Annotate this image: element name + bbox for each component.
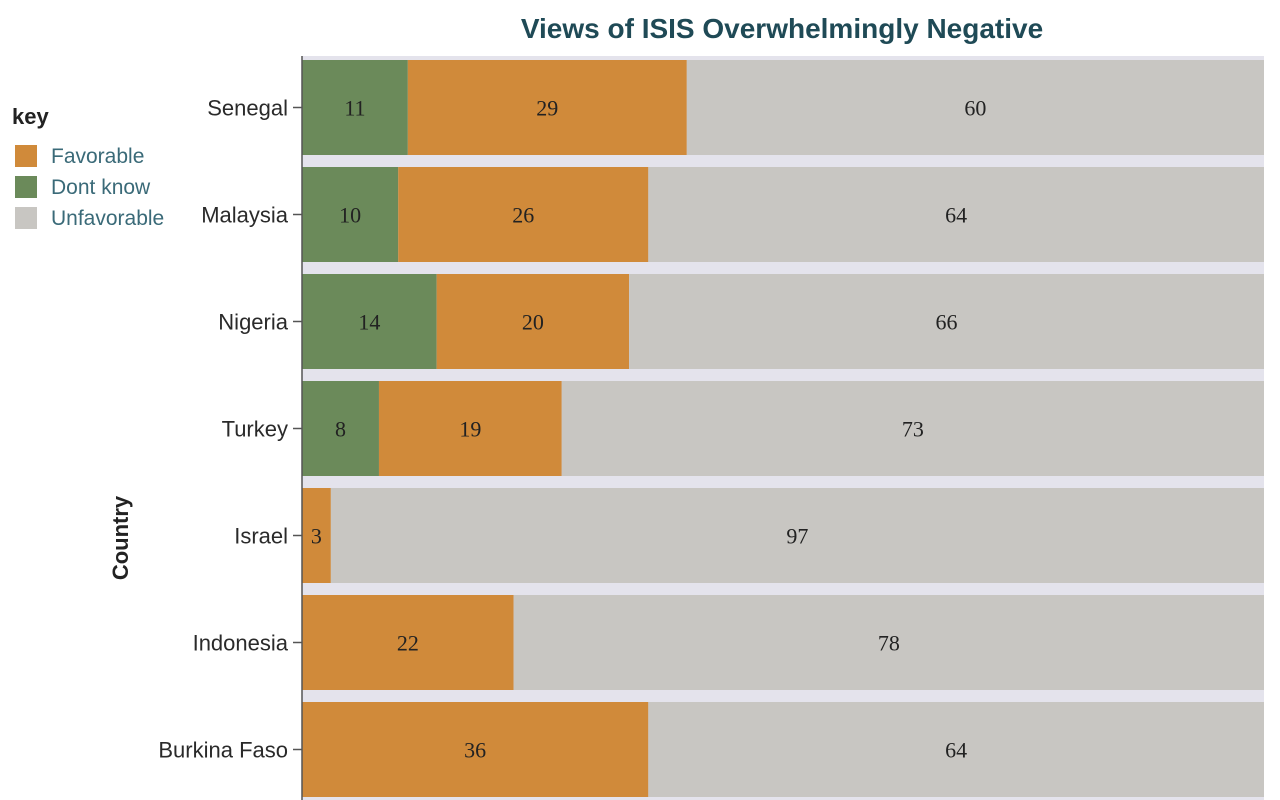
- data-label-favorable-nigeria: 20: [522, 310, 544, 335]
- bar-favorable-burkina-faso: [302, 702, 649, 797]
- chart-title: Views of ISIS Overwhelmingly Negative: [521, 13, 1043, 44]
- y-axis: Senegal Malaysia Nigeria Turkey Israel Indone…: [158, 56, 303, 800]
- data-label-favorable-indonesia: 22: [397, 631, 419, 656]
- bar-dont-know-nigeria: [302, 274, 437, 369]
- y-tick-label-senegal: Senegal: [207, 96, 288, 121]
- y-axis-title: Country: [108, 495, 133, 580]
- y-tick-label-burkina-faso: Burkina Faso: [158, 738, 288, 763]
- y-tick-label-malaysia: Malaysia: [201, 203, 289, 228]
- bar-unfavorable-malaysia: [648, 167, 1264, 262]
- bar-favorable-israel: [302, 488, 331, 583]
- bar-dont-know-senegal: [302, 60, 408, 155]
- bar-favorable-turkey: [378, 381, 562, 476]
- legend-title: key: [12, 104, 49, 129]
- data-label-dont-know-turkey: 8: [335, 417, 346, 442]
- bar-unfavorable-burkina-faso: [648, 702, 1264, 797]
- data-label-unfavorable-israel: 97: [786, 524, 808, 549]
- data-label-unfavorable-turkey: 73: [902, 417, 924, 442]
- bar-favorable-senegal: [407, 60, 687, 155]
- data-label-dont-know-nigeria: 14: [358, 310, 380, 335]
- bar-dont-know-turkey: [302, 381, 379, 476]
- bar-favorable-malaysia: [398, 167, 649, 262]
- data-label-unfavorable-malaysia: 64: [945, 203, 967, 228]
- bar-unfavorable-israel: [330, 488, 1264, 583]
- y-tick-label-turkey: Turkey: [222, 417, 288, 442]
- bar-unfavorable-senegal: [686, 60, 1264, 155]
- data-label-unfavorable-indonesia: 78: [878, 631, 900, 656]
- legend-label-unfavorable: Unfavorable: [51, 207, 164, 230]
- data-label-unfavorable-nigeria: 66: [936, 310, 958, 335]
- data-labels-layer: 11 29 60 10 26 64 14 20 66 8 19 73 3 97 22 78 36 64: [311, 96, 986, 763]
- bar-favorable-indonesia: [302, 595, 514, 690]
- y-tick-label-israel: Israel: [234, 524, 288, 549]
- bar-unfavorable-indonesia: [513, 595, 1264, 690]
- data-label-favorable-malaysia: 26: [512, 203, 534, 228]
- data-label-dont-know-malaysia: 10: [339, 203, 361, 228]
- bar-unfavorable-nigeria: [629, 274, 1264, 369]
- data-label-unfavorable-burkina-faso: 64: [945, 738, 967, 763]
- bars-layer: [302, 56, 1264, 800]
- legend-swatch-dont-know: [15, 176, 37, 198]
- data-label-dont-know-senegal: 11: [344, 96, 365, 121]
- data-label-favorable-israel: 3: [311, 524, 322, 549]
- legend-label-favorable: Favorable: [51, 145, 144, 168]
- data-label-favorable-burkina-faso: 36: [464, 738, 486, 763]
- legend-swatch-favorable: [15, 145, 37, 167]
- bar-unfavorable-turkey: [561, 381, 1264, 476]
- data-label-favorable-senegal: 29: [536, 96, 558, 121]
- y-tick-label-indonesia: Indonesia: [193, 631, 289, 656]
- legend-label-dont-know: Dont know: [51, 176, 151, 199]
- data-label-unfavorable-senegal: 60: [964, 96, 986, 121]
- legend-swatch-unfavorable: [15, 207, 37, 229]
- y-tick-label-nigeria: Nigeria: [218, 310, 288, 335]
- bar-dont-know-malaysia: [302, 167, 399, 262]
- legend: key Favorable Dont know Unfavorable: [12, 104, 164, 230]
- bar-favorable-nigeria: [436, 274, 630, 369]
- data-label-favorable-turkey: 19: [459, 417, 481, 442]
